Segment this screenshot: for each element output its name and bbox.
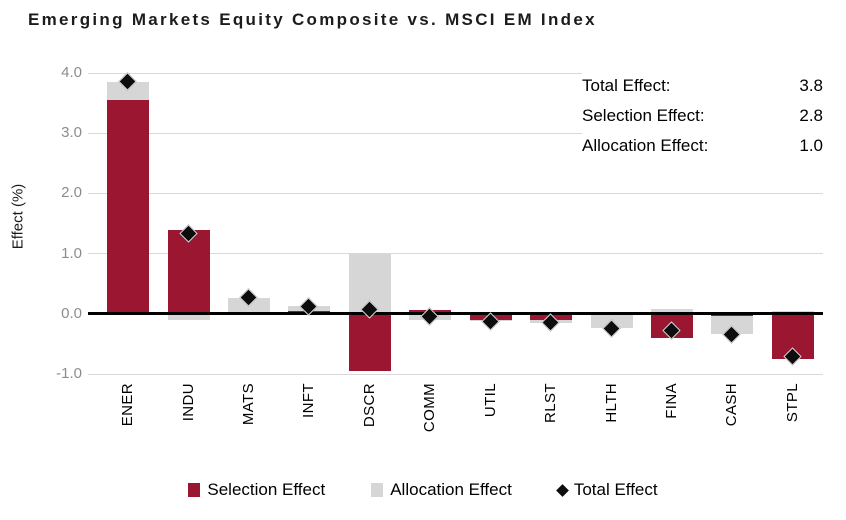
y-tick-label: -1.0 — [56, 365, 82, 382]
x-axis-label: INDU — [179, 383, 197, 422]
summary-row: Allocation Effect: 1.0 — [582, 131, 823, 161]
gridline — [88, 253, 823, 255]
bar-allocation — [711, 315, 754, 335]
y-tick-label: 2.0 — [61, 184, 82, 202]
bar-allocation — [167, 313, 210, 320]
legend-item-allocation-effect: Allocation Effect — [371, 480, 512, 500]
bar-allocation — [107, 82, 150, 101]
legend: Selection Effect Allocation Effect Total E… — [0, 480, 846, 500]
y-axis-label: Effect (%) — [9, 183, 27, 250]
legend-diamond-swatch-icon — [555, 483, 569, 497]
y-tick-label: 1.0 — [61, 244, 82, 262]
x-axis-label: MATS — [240, 383, 258, 426]
legend-square-swatch-icon — [371, 483, 384, 497]
bar-selection — [167, 229, 210, 314]
legend-label: Allocation Effect — [390, 480, 512, 499]
bar-selection — [348, 313, 391, 371]
bar-allocation — [771, 310, 814, 314]
x-axis-label: ENER — [119, 383, 137, 427]
summary-value: 3.8 — [799, 76, 823, 95]
summary-label: Selection Effect: — [582, 106, 705, 125]
legend-label: Total Effect — [573, 480, 658, 499]
x-axis-label: COMM — [421, 383, 439, 433]
summary-row: Total Effect: 3.8 — [582, 71, 823, 101]
page-title: Emerging Markets Equity Composite vs. MS… — [28, 10, 597, 29]
x-axis-label: UTIL — [481, 383, 499, 418]
summary-label: Allocation Effect: — [582, 136, 709, 155]
summary-value: 1.0 — [799, 136, 823, 155]
x-axis-label: RLST — [542, 383, 560, 423]
y-tick-label: 0.0 — [61, 304, 82, 322]
bar-selection — [107, 100, 150, 314]
x-axis-label: HLTH — [602, 383, 620, 423]
gridline — [88, 72, 823, 74]
gridline — [88, 132, 823, 134]
legend-label: Selection Effect — [207, 480, 326, 499]
bar-allocation — [650, 308, 693, 314]
legend-item-total-effect: Total Effect — [555, 480, 658, 500]
x-axis-label: STPL — [783, 383, 801, 423]
y-tick-label: 4.0 — [61, 64, 82, 81]
x-axis-label: DSCR — [360, 383, 378, 428]
x-axis-label: CASH — [723, 383, 741, 427]
legend-square-swatch-icon — [188, 483, 201, 497]
summary-box: Total Effect: 3.8 Selection Effect: 2.8 Allo… — [582, 71, 823, 161]
x-axis-label: INFT — [300, 383, 318, 418]
summary-row: Selection Effect: 2.8 — [582, 101, 823, 131]
y-tick-label: 3.0 — [61, 124, 82, 142]
summary-label: Total Effect: — [582, 76, 671, 95]
summary-value: 2.8 — [799, 106, 823, 125]
gridline — [88, 192, 823, 194]
gridline — [88, 373, 823, 375]
zero-line — [88, 312, 823, 316]
legend-item-selection-effect: Selection Effect — [188, 480, 325, 500]
x-axis-label: FINA — [662, 383, 680, 419]
